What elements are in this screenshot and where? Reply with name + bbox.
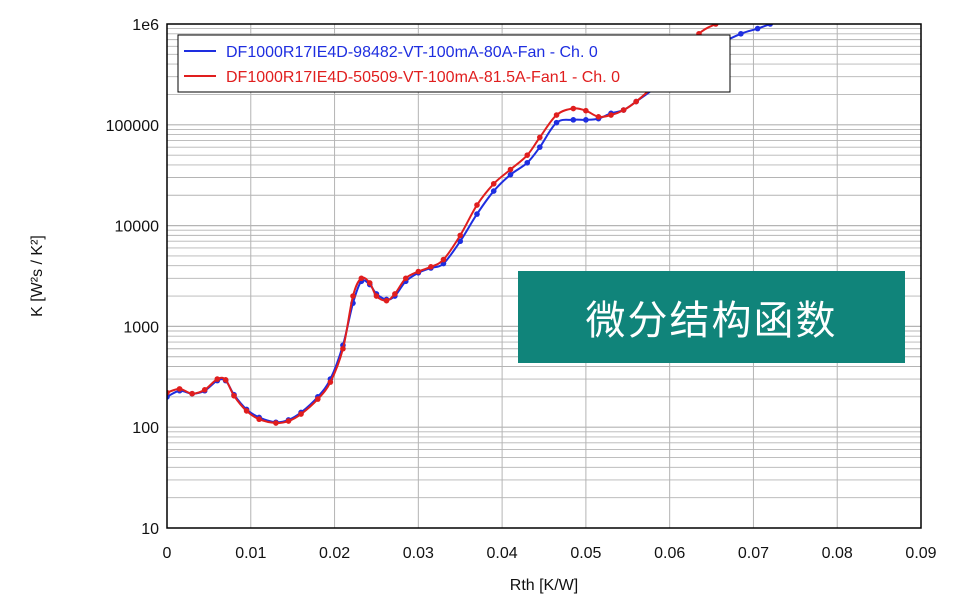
x-tick-label: 0.01 — [235, 545, 266, 562]
data-point-series-1 — [553, 119, 560, 126]
y-tick-label: 100 — [132, 420, 159, 437]
data-point-series-1 — [738, 30, 744, 37]
legend-label-series-1: DF1000R17IE4D-98482-VT-100mA-80A-Fan - C… — [226, 44, 598, 61]
data-point-series-1 — [754, 25, 761, 32]
x-tick-label: 0.08 — [822, 545, 853, 562]
data-point-series-1 — [570, 117, 577, 123]
data-point-series-2 — [457, 232, 464, 239]
y-tick-label: 10 — [141, 521, 159, 538]
data-point-series-1 — [583, 117, 589, 123]
data-point-series-2 — [273, 420, 279, 426]
data-point-series-2 — [415, 268, 422, 275]
x-tick-label: 0.06 — [654, 545, 685, 562]
data-point-series-2 — [327, 379, 334, 385]
data-point-series-2 — [222, 377, 229, 383]
data-point-series-2 — [298, 411, 304, 417]
y-tick-label: 100000 — [106, 118, 159, 135]
data-point-series-2 — [570, 105, 577, 112]
y-tick-label: 1000 — [123, 319, 159, 336]
overlay-label: 微分结构函数 — [518, 271, 905, 363]
x-axis-title: Rth [K/W] — [510, 577, 578, 594]
x-tick-labels: 0 0.01 0.02 0.03 0.04 0.05 0.06 0.07 0.08 0.09 — [163, 545, 937, 562]
data-point-series-2 — [428, 264, 434, 270]
data-point-series-2 — [392, 291, 398, 297]
legend: DF1000R17IE4D-98482-VT-100mA-80A-Fan - C… — [177, 34, 731, 93]
data-point-series-2 — [373, 293, 380, 299]
data-point-series-1 — [474, 211, 480, 217]
data-point-series-2 — [490, 180, 497, 187]
data-point-series-2 — [189, 390, 195, 397]
legend-label-series-2: DF1000R17IE4D-50509-VT-100mA-81.5A-Fan1 … — [226, 69, 620, 86]
data-point-series-2 — [440, 256, 447, 263]
data-point-series-2 — [507, 166, 514, 173]
data-point-series-2 — [537, 134, 543, 141]
data-point-series-2 — [583, 107, 589, 114]
x-tick-label: 0.09 — [905, 545, 936, 562]
y-tick-label: 10000 — [115, 219, 160, 236]
data-point-series-2 — [595, 114, 602, 120]
data-point-series-2 — [285, 418, 292, 424]
data-point-series-2 — [256, 416, 262, 423]
data-point-series-2 — [402, 275, 409, 282]
plot-frame — [166, 23, 922, 529]
data-point-series-2 — [231, 392, 237, 399]
data-point-series-2 — [524, 152, 531, 158]
y-tick-label: 1e6 — [132, 17, 159, 34]
data-point-series-1 — [457, 238, 464, 245]
data-point-series-1 — [490, 188, 497, 194]
data-point-series-2 — [214, 376, 221, 382]
data-point-series-2 — [366, 280, 373, 286]
overlay-text: 微分结构函数 — [585, 298, 838, 344]
y-tick-labels: 10 100 1000 10000 100000 1e6 — [106, 17, 159, 538]
x-tick-label: 0.04 — [487, 545, 518, 562]
x-tick-label: 0 — [163, 545, 172, 562]
data-point-series-2 — [553, 112, 560, 118]
data-point-series-2 — [340, 345, 346, 352]
x-tick-label: 0.02 — [319, 545, 350, 562]
data-point-series-1 — [507, 171, 514, 178]
data-point-series-2 — [201, 387, 208, 393]
x-tick-label: 0.05 — [570, 545, 601, 562]
data-point-series-2 — [350, 293, 356, 299]
legend-box — [177, 34, 731, 93]
data-point-series-2 — [633, 98, 639, 105]
x-tick-label: 0.03 — [403, 545, 434, 562]
data-point-series-2 — [608, 112, 614, 118]
y-axis-title: K [W²s / K²] — [29, 235, 46, 317]
x-tick-label: 0.07 — [738, 545, 769, 562]
data-point-series-1 — [537, 144, 543, 150]
data-point-series-2 — [358, 275, 365, 282]
data-point-series-1 — [524, 159, 531, 166]
data-point-series-2 — [474, 202, 480, 208]
data-point-series-2 — [315, 396, 321, 402]
data-point-series-2 — [176, 386, 183, 392]
data-point-series-2 — [383, 297, 390, 304]
data-point-series-2 — [243, 408, 250, 414]
data-point-series-2 — [620, 107, 627, 113]
